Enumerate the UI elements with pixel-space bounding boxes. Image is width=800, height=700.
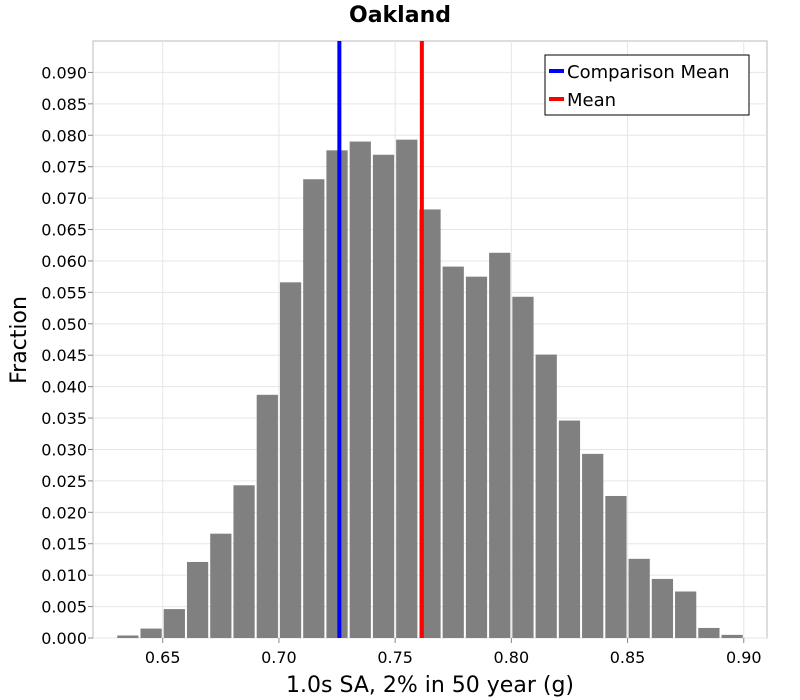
histogram-bar — [628, 558, 650, 638]
legend-label-mean: Mean — [567, 90, 616, 111]
chart-title: Oakland — [349, 3, 451, 28]
legend: Comparison Mean Mean — [544, 54, 750, 116]
x-tick-label: 0.70 — [261, 648, 297, 667]
x-axis-label: 1.0s SA, 2% in 50 year (g) — [286, 673, 574, 698]
y-tick-label: 0.020 — [41, 503, 87, 522]
histogram-bar — [117, 635, 139, 638]
histogram-bar — [419, 209, 441, 638]
y-tick-label: 0.090 — [41, 63, 87, 82]
y-tick-label: 0.075 — [41, 158, 87, 177]
y-axis-ticks: 0.000 0.005 0.010 0.015 0.020 0.025 0.030 0.035… — [41, 63, 93, 648]
histogram-bar — [558, 420, 581, 638]
mean-lines — [337, 41, 424, 638]
y-tick-label: 0.065 — [41, 221, 87, 240]
y-tick-label: 0.035 — [41, 409, 87, 428]
histogram-bar — [326, 150, 348, 638]
histogram-bar — [210, 533, 232, 638]
y-tick-label: 0.010 — [41, 566, 87, 585]
histogram-bar — [372, 154, 395, 639]
histogram-bar — [163, 609, 185, 638]
x-tick-label: 0.80 — [494, 648, 530, 667]
histogram-bar — [442, 266, 464, 638]
histogram-bar — [349, 141, 371, 638]
histogram-bar — [233, 485, 255, 638]
y-tick-label: 0.055 — [41, 283, 87, 302]
histogram-bar — [605, 495, 627, 638]
y-axis-label: Fraction — [7, 296, 32, 384]
y-tick-label: 0.015 — [41, 535, 87, 554]
y-tick-label: 0.000 — [41, 629, 87, 648]
histogram-bar — [303, 179, 325, 638]
y-tick-label: 0.025 — [41, 472, 87, 491]
histogram-bar — [535, 354, 557, 638]
histogram-bar — [279, 282, 302, 638]
x-axis-ticks: 0.65 0.70 0.75 0.80 0.85 0.90 — [145, 638, 762, 667]
histogram-bar — [140, 628, 162, 638]
y-tick-label: 0.005 — [41, 598, 87, 617]
legend-label-comparison-mean: Comparison Mean — [567, 62, 730, 83]
x-tick-label: 0.75 — [377, 648, 413, 667]
x-tick-label: 0.65 — [145, 648, 181, 667]
histogram-bar — [256, 394, 278, 638]
y-tick-label: 0.050 — [41, 315, 87, 334]
x-tick-label: 0.85 — [610, 648, 646, 667]
histogram-bar — [489, 252, 511, 638]
y-tick-label: 0.030 — [41, 440, 87, 459]
y-tick-label: 0.070 — [41, 189, 87, 208]
histogram-bar — [582, 453, 604, 638]
histogram-bar — [465, 276, 488, 638]
legend-box — [544, 54, 750, 116]
x-tick-label: 0.90 — [726, 648, 762, 667]
y-tick-label: 0.085 — [41, 95, 87, 114]
histogram-bar — [721, 634, 743, 638]
histogram-bar — [698, 627, 720, 638]
histogram-bar — [186, 561, 209, 638]
y-tick-label: 0.060 — [41, 252, 87, 271]
y-tick-label: 0.080 — [41, 126, 87, 145]
histogram-bar — [675, 591, 697, 638]
histogram-bar — [651, 578, 674, 638]
histogram-bars — [117, 139, 743, 639]
histogram-bar — [512, 296, 534, 638]
histogram-bar — [396, 139, 418, 638]
y-tick-label: 0.045 — [41, 346, 87, 365]
y-tick-label: 0.040 — [41, 378, 87, 397]
